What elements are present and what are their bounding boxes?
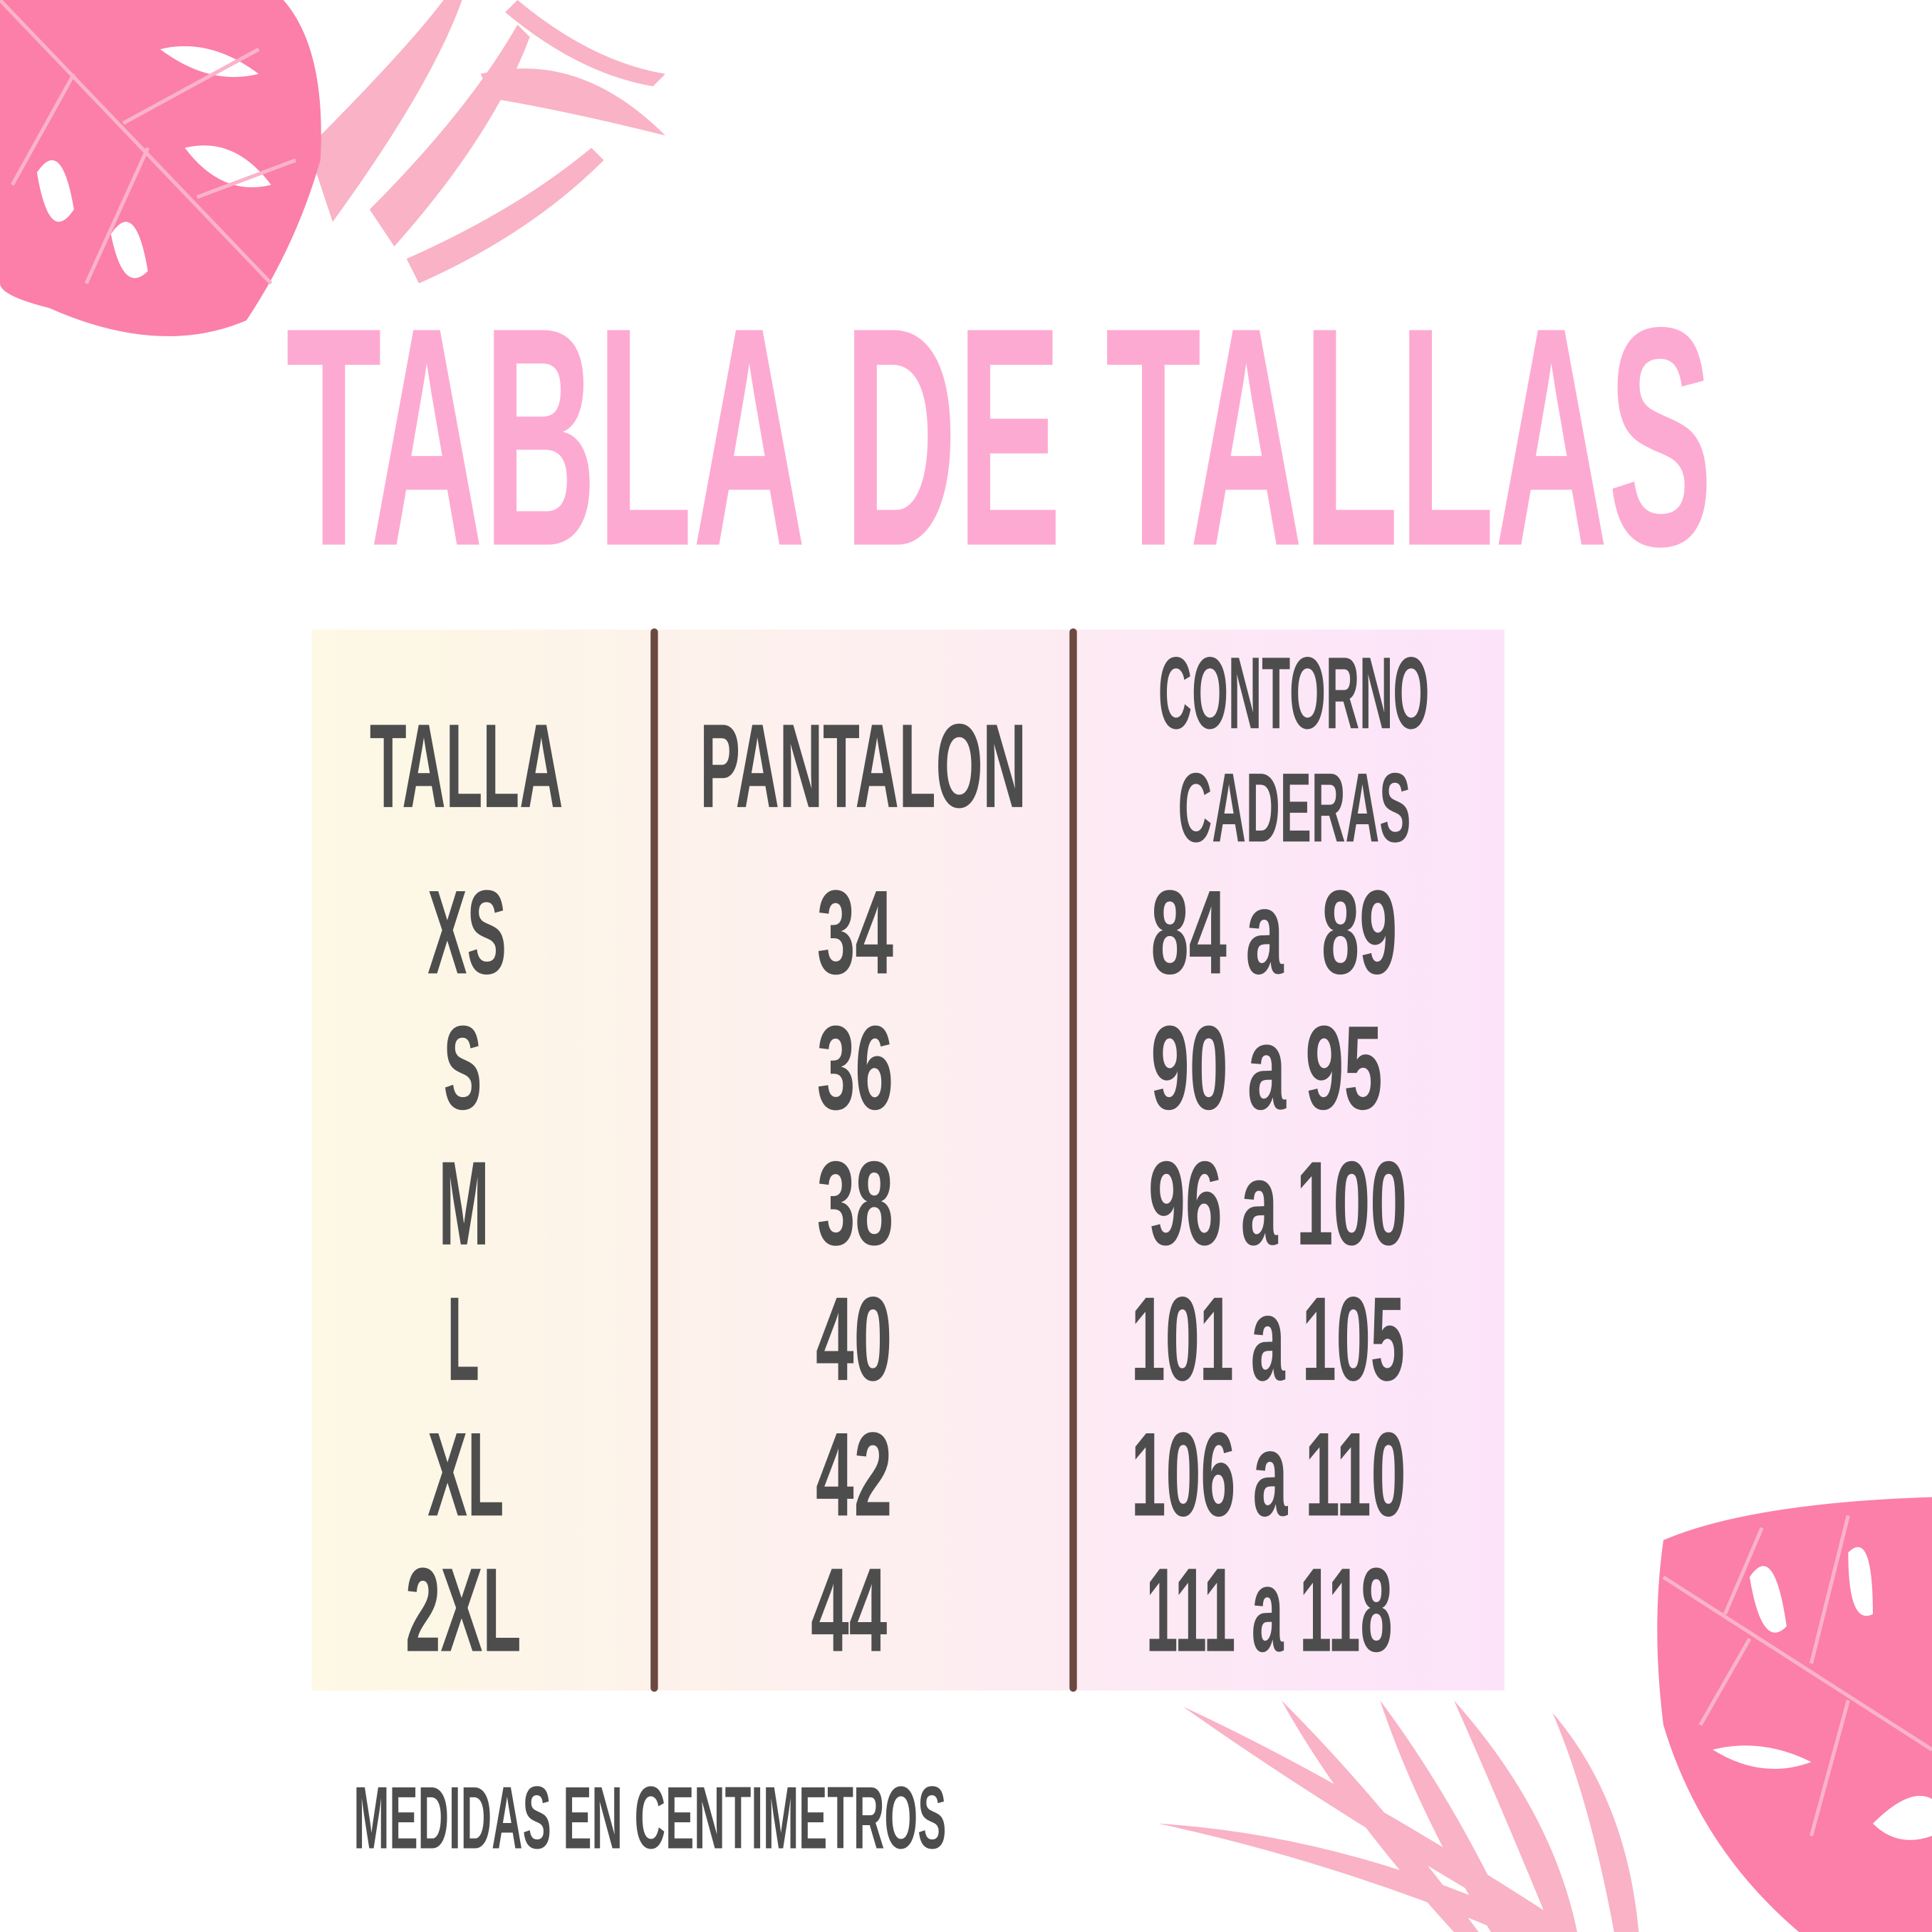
cell-pantalon: 38 (817, 1136, 893, 1270)
table-background (311, 629, 1505, 1690)
units-note: MEDIDAS EN CENTIMETROS (353, 1768, 946, 1867)
cell-contorno: 106 a 110 (1131, 1407, 1406, 1541)
cell-talla: XL (427, 1407, 504, 1541)
table-row: 2XL 44 111 a 118 (405, 1543, 1392, 1677)
cell-talla: XS (427, 865, 507, 999)
cell-pantalon: 44 (811, 1543, 887, 1677)
header-contorno: CONTORNO (1158, 636, 1430, 750)
header-caderas: CADERAS (1178, 753, 1411, 863)
cell-pantalon: 36 (817, 1001, 893, 1135)
table-row: XL 42 106 a 110 (427, 1407, 1406, 1541)
cell-pantalon: 42 (816, 1407, 892, 1541)
table-row: XS 34 84 a 89 (427, 865, 1397, 999)
cell-contorno: 101 a 105 (1131, 1272, 1405, 1406)
cell-pantalon: 34 (817, 865, 893, 999)
cell-talla: L (447, 1272, 479, 1406)
palm-leaf-decoration-top-left (0, 0, 665, 336)
cell-talla: 2XL (405, 1543, 521, 1677)
size-table: TALLA PANTALON CONTORNO CADERAS XS 34 84… (311, 628, 1505, 1692)
cell-contorno: 111 a 118 (1146, 1543, 1393, 1677)
cell-contorno: 90 a 95 (1151, 1001, 1382, 1135)
cell-talla: M (439, 1136, 489, 1270)
table-row: M 38 96 a 100 (439, 1136, 1407, 1270)
cell-contorno: 84 a 89 (1151, 865, 1397, 999)
header-pantalon: PANTALON (700, 699, 1026, 833)
palm-leaf-decoration-bottom-right (1158, 1497, 1932, 1932)
table-row: L 40 101 a 105 (447, 1272, 1405, 1406)
page-title: TABLA DE TALLAS (286, 262, 1713, 611)
cell-contorno: 96 a 100 (1148, 1136, 1407, 1270)
cell-pantalon: 40 (816, 1272, 892, 1406)
cell-talla: S (444, 1001, 482, 1135)
table-row: S 36 90 a 95 (444, 1001, 1383, 1135)
header-talla: TALLA (370, 699, 564, 833)
